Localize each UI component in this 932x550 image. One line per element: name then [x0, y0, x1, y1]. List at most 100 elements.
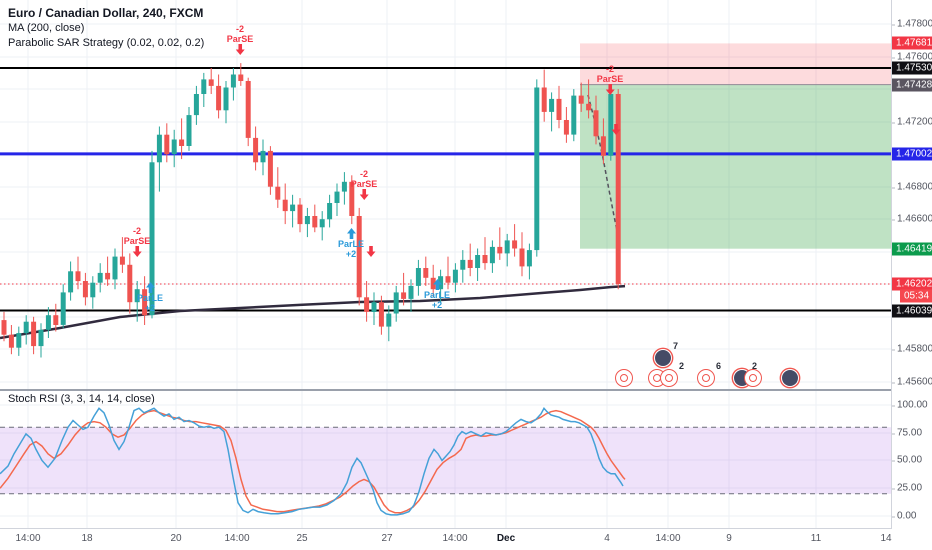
parse-short-entry-marker: -2 ParSE [350, 169, 378, 200]
axis-corner [892, 528, 932, 550]
price-tick-label: 100.00 [892, 399, 928, 411]
sar-reversal-arrow [366, 246, 376, 257]
candle-down [430, 277, 436, 290]
price-tick-label: 1.46600 [891, 213, 932, 225]
indicator-psar-label[interactable]: Parabolic SAR Strategy (0.02, 0.02, 0.2) [8, 37, 205, 49]
candle-down [556, 98, 562, 120]
candle-up [334, 191, 340, 203]
marker-label: ParSE [226, 34, 254, 44]
price-tick-label: 1.45800 [891, 343, 932, 355]
candle-up [201, 79, 207, 94]
parabolic-sar-trail [587, 94, 620, 241]
price-level-label: 1.47428 [892, 78, 932, 92]
marker-label: ParSE [350, 179, 378, 189]
candle-down [519, 248, 525, 267]
price-level-label: 1.47002 [892, 147, 932, 161]
candle-down [615, 94, 621, 284]
candle-up [16, 333, 22, 348]
parle-long-entry-marker: ParLE +2 [137, 282, 163, 313]
price-tick-label: 1.45600 [891, 376, 932, 388]
price-level-label: 1.46039 [892, 304, 932, 318]
countdown-timer: 05:34 [900, 289, 932, 303]
time-tick-label: 14:00 [224, 533, 250, 544]
candle-up [23, 321, 29, 334]
candle-down [208, 79, 214, 86]
candle-down [512, 240, 518, 249]
candle-down [578, 95, 584, 104]
reaction-emoji-icon[interactable] [615, 369, 633, 387]
price-tick-label: 50.00 [891, 454, 923, 466]
candle-down [297, 204, 303, 225]
indicator-stochrsi-label[interactable]: Stoch RSI (3, 3, 14, 14, close) [8, 393, 155, 405]
candle-up [97, 272, 103, 283]
candle-up [90, 282, 96, 298]
parse-short-entry-marker: -2 ParSE [124, 226, 150, 257]
reaction-emoji-icon[interactable] [744, 369, 762, 387]
candle-up [186, 115, 192, 146]
candle-up [393, 292, 399, 314]
candle-up [223, 87, 229, 111]
candle-down [563, 120, 569, 135]
candle-down [593, 110, 599, 137]
candle-down [179, 139, 185, 146]
time-tick-label: 9 [726, 533, 732, 544]
candle-down [267, 150, 273, 187]
pane-separator[interactable] [0, 389, 891, 391]
chart-legend: Euro / Canadian Dollar, 240, FXCM MA (20… [8, 5, 204, 51]
candle-down [600, 136, 606, 156]
candle-up [68, 271, 74, 293]
marker-label: ParLE [423, 290, 451, 300]
time-tick-label: 27 [381, 533, 393, 544]
candle-down [275, 186, 281, 200]
candle-down [75, 271, 81, 282]
arrow-down-icon [366, 246, 376, 257]
arrow-up-icon [432, 279, 442, 290]
reaction-emoji-icon[interactable]: 2 [660, 361, 684, 387]
price-level-label: 1.47681 [892, 36, 932, 50]
candle-up [230, 74, 236, 88]
time-tick-label: 18 [81, 533, 93, 544]
candle-up [341, 181, 347, 192]
indicator-ma-label[interactable]: MA (200, close) [8, 22, 85, 34]
price-level-label: 1.46419 [892, 242, 932, 256]
candle-up [260, 150, 266, 163]
parle-long-entry-marker: ParLE +2 [338, 228, 364, 259]
burst-icon [620, 374, 628, 382]
reaction-emoji-icon[interactable]: 7 [655, 341, 678, 366]
price-tick-label: 1.47600 [891, 51, 932, 63]
time-tick-label: 11 [810, 533, 822, 544]
price-tick-label: 1.46800 [891, 181, 932, 193]
candle-up [438, 276, 444, 290]
reaction-count: 7 [672, 341, 678, 351]
symbol-title[interactable]: Euro / Canadian Dollar, 240, FXCM [8, 6, 204, 20]
arrow-down-icon [605, 84, 615, 95]
time-tick-label: Dec [496, 533, 516, 544]
arrow-down-icon [611, 124, 621, 135]
candle-up [319, 219, 325, 228]
candle-up [549, 98, 555, 112]
reaction-emoji-icon[interactable]: 6 [697, 361, 721, 387]
candle-down [349, 181, 355, 216]
chart-canvas[interactable] [0, 0, 891, 528]
price-tick-label: 0.00 [891, 510, 917, 522]
candle-up [386, 313, 392, 327]
candle-down [482, 255, 488, 264]
reaction-emoji-icon[interactable] [782, 370, 798, 386]
time-tick-label: 4 [604, 533, 610, 544]
reaction-count: 2 [751, 361, 757, 371]
parse-short-entry-marker: -2 ParSE [226, 24, 254, 55]
arrow-down-icon [132, 246, 142, 257]
short-position-profit-zone[interactable] [580, 84, 891, 249]
arrow-down-icon [235, 44, 245, 55]
marker-qty: -2 [132, 226, 141, 236]
marker-label: ParSE [596, 74, 624, 84]
short-position-stop-zone[interactable] [580, 43, 891, 85]
time-tick-label: 20 [170, 533, 182, 544]
price-tick-label: 1.47200 [891, 116, 932, 128]
price-axis[interactable]: 1.47800 1.47600 1.47200 1.46800 1.46600 1.458… [891, 0, 932, 528]
candle-up [112, 256, 118, 280]
candle-up [489, 246, 495, 264]
candle-down [541, 87, 547, 112]
candle-up [504, 240, 510, 254]
